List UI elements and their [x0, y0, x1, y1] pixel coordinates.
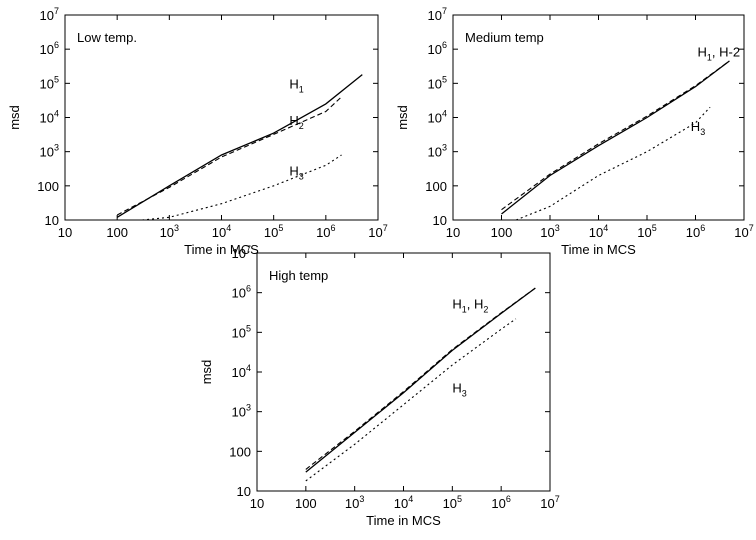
x-tick-label: 106	[491, 494, 510, 511]
y-axis-label: msd	[7, 105, 22, 130]
y-tick-label: 100	[229, 444, 251, 459]
y-tick-label: 104	[428, 109, 447, 126]
x-tick-label: 10	[446, 225, 460, 240]
chart-panel-1: 10 100 103 104 105 106 107 10 100 103 104 105 106 107…	[7, 6, 388, 257]
x-tick-label: 106	[686, 223, 705, 240]
y-tick-label: 103	[40, 143, 59, 160]
y-tick-label: 104	[40, 109, 59, 126]
x-tick-label: 100	[106, 225, 128, 240]
y-tick-label: 105	[40, 74, 59, 91]
curve-annotation: H2	[289, 113, 303, 131]
x-tick-label: 106	[316, 223, 335, 240]
x-tick-label: 107	[368, 223, 387, 240]
x-tick-label: 104	[589, 223, 608, 240]
curve-annotation: H3	[452, 381, 466, 399]
plot-frame	[256, 252, 551, 492]
y-axis-label: msd	[199, 360, 214, 385]
panel-title: High temp	[269, 268, 328, 283]
x-tick-label: 105	[637, 223, 656, 240]
curve-annotation: H3	[691, 119, 705, 137]
x-axis-label: Time in MCS	[366, 513, 441, 528]
y-tick-label: 107	[40, 6, 59, 23]
series-line-2	[501, 60, 730, 211]
y-tick-label: 10	[45, 213, 59, 228]
y-tick-label: 10	[433, 213, 447, 228]
plot-frame	[64, 14, 379, 221]
y-axis-label: msd	[395, 105, 410, 130]
series-line-2	[305, 287, 536, 470]
y-tick-label: 103	[232, 403, 251, 420]
x-tick-label: 103	[345, 494, 364, 511]
series-line-3	[515, 106, 711, 221]
x-tick-label: 100	[491, 225, 513, 240]
x-tick-label: 100	[295, 496, 317, 511]
x-axis-label: Time in MCS	[561, 242, 636, 257]
x-tick-label: 105	[443, 494, 462, 511]
y-tick-label: 106	[40, 40, 59, 57]
chart-panel-2: 10 100 103 104 105 106 107 10 100 103 104 105 106 107…	[395, 6, 754, 257]
x-tick-label: 107	[734, 223, 753, 240]
y-tick-label: 106	[428, 40, 447, 57]
y-tick-label: 100	[37, 179, 59, 194]
panel-title: Low temp.	[77, 30, 137, 45]
x-tick-label: 104	[212, 223, 231, 240]
series-line-1	[501, 60, 730, 215]
x-tick-label: 103	[540, 223, 559, 240]
series-line-1	[116, 74, 363, 218]
curve-annotation: H1, H2	[452, 296, 488, 314]
y-tick-label: 105	[428, 74, 447, 91]
y-tick-label: 107	[232, 244, 251, 261]
x-tick-label: 103	[160, 223, 179, 240]
series-line-2	[116, 96, 342, 216]
y-tick-label: 10	[237, 484, 251, 499]
y-tick-label: 104	[232, 363, 251, 380]
y-tick-label: 100	[425, 179, 447, 194]
panel-title: Medium temp	[465, 30, 544, 45]
x-tick-label: 10	[58, 225, 72, 240]
y-tick-label: 107	[428, 6, 447, 23]
curve-annotation: H3	[289, 164, 303, 182]
x-axis-label: Time in MCS	[184, 242, 259, 257]
chart-panel-3: 10 100 103 104 105 106 107 10 100 103 104 105 106 107…	[199, 244, 560, 528]
y-tick-label: 105	[232, 323, 251, 340]
x-tick-label: 104	[394, 494, 413, 511]
curve-annotation: H1, H-2	[698, 45, 741, 63]
y-tick-label: 103	[428, 143, 447, 160]
series-line-1	[305, 287, 536, 473]
series-line-3	[142, 154, 342, 221]
series-line-3	[305, 318, 517, 482]
x-tick-label: 105	[264, 223, 283, 240]
x-tick-label: 107	[540, 494, 559, 511]
y-tick-label: 106	[232, 284, 251, 301]
x-tick-label: 10	[250, 496, 264, 511]
curve-annotation: H1	[289, 77, 303, 95]
